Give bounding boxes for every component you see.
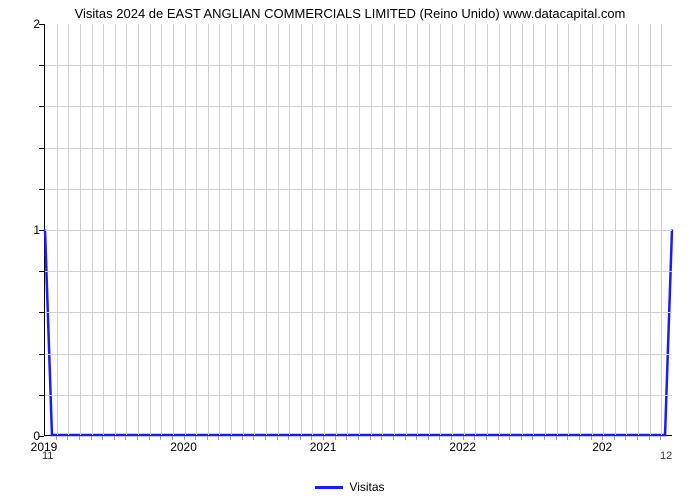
gridline-h — [45, 230, 672, 231]
y-minor-tick — [39, 189, 44, 190]
x-minor-tick — [265, 436, 266, 440]
x-minor-tick — [137, 436, 138, 440]
y-tick-label: 0 — [10, 429, 40, 443]
x-minor-tick — [579, 436, 580, 440]
x-minor-tick — [544, 436, 545, 440]
x-minor-tick — [474, 436, 475, 440]
x-minor-tick — [288, 436, 289, 440]
x-minor-tick — [416, 436, 417, 440]
x-minor-tick — [91, 436, 92, 440]
x-minor-tick — [323, 436, 324, 440]
x-minor-tick — [125, 436, 126, 440]
y-minor-tick — [39, 271, 44, 272]
x-minor-tick — [602, 436, 603, 440]
x-minor-tick — [370, 436, 371, 440]
x-minor-tick — [253, 436, 254, 440]
y-minor-tick — [39, 354, 44, 355]
x-minor-tick — [242, 436, 243, 440]
gridline-h-minor — [45, 354, 672, 355]
x-tick-label: 202 — [592, 440, 612, 454]
x-minor-tick — [451, 436, 452, 440]
gridline-h-minor — [45, 189, 672, 190]
x-minor-tick — [509, 436, 510, 440]
y-minor-tick — [39, 312, 44, 313]
x-minor-tick — [591, 436, 592, 440]
x-minor-tick — [114, 436, 115, 440]
x-minor-tick — [614, 436, 615, 440]
x-minor-tick — [311, 436, 312, 440]
x-tick-label: 2021 — [310, 440, 337, 454]
x-minor-tick — [195, 436, 196, 440]
x-minor-tick — [277, 436, 278, 440]
x-minor-tick — [405, 436, 406, 440]
x-minor-tick — [335, 436, 336, 440]
y-tick-label: 1 — [10, 223, 40, 237]
x-minor-tick — [463, 436, 464, 440]
gridline-h-minor — [45, 395, 672, 396]
x-tick-label: 2020 — [170, 440, 197, 454]
x-minor-tick — [346, 436, 347, 440]
gridline-h-minor — [45, 106, 672, 107]
y-minor-tick — [39, 24, 44, 25]
y-minor-tick — [39, 230, 44, 231]
x-minor-tick — [439, 436, 440, 440]
x-tick-label: 2022 — [449, 440, 476, 454]
gridline-h-minor — [45, 312, 672, 313]
x-minor-tick — [567, 436, 568, 440]
chart-title: Visitas 2024 de EAST ANGLIAN COMMERCIALS… — [0, 6, 700, 21]
y-minor-tick — [39, 65, 44, 66]
x-minor-tick — [102, 436, 103, 440]
x-minor-tick — [67, 436, 68, 440]
x-minor-tick — [149, 436, 150, 440]
y-minor-tick — [39, 148, 44, 149]
x-minor-tick — [230, 436, 231, 440]
y-minor-tick — [39, 436, 44, 437]
x-minor-tick — [381, 436, 382, 440]
legend-label: Visitas — [349, 480, 384, 494]
plot-area — [44, 24, 672, 436]
x-minor-tick — [358, 436, 359, 440]
gridline-h-minor — [45, 65, 672, 66]
x-minor-tick — [207, 436, 208, 440]
y-minor-tick — [39, 395, 44, 396]
x-minor-tick — [521, 436, 522, 440]
y-minor-tick — [39, 106, 44, 107]
x-minor-tick — [498, 436, 499, 440]
gridline-h-minor — [45, 271, 672, 272]
x-minor-tick — [172, 436, 173, 440]
legend: Visitas — [0, 480, 700, 494]
x-minor-tick — [428, 436, 429, 440]
x-minor-tick — [393, 436, 394, 440]
x-minor-tick — [160, 436, 161, 440]
x-minor-tick — [79, 436, 80, 440]
x-minor-tick — [660, 436, 661, 440]
secondary-axis-label-right: 12 — [660, 450, 672, 462]
x-minor-tick — [218, 436, 219, 440]
y-tick-label: 2 — [10, 17, 40, 31]
legend-swatch — [315, 486, 343, 489]
x-minor-tick — [532, 436, 533, 440]
gridline-h-minor — [45, 148, 672, 149]
x-minor-tick — [625, 436, 626, 440]
x-minor-tick — [184, 436, 185, 440]
x-minor-tick — [56, 436, 57, 440]
x-minor-tick — [300, 436, 301, 440]
x-minor-tick — [649, 436, 650, 440]
x-minor-tick — [486, 436, 487, 440]
x-minor-tick — [556, 436, 557, 440]
x-minor-tick — [637, 436, 638, 440]
